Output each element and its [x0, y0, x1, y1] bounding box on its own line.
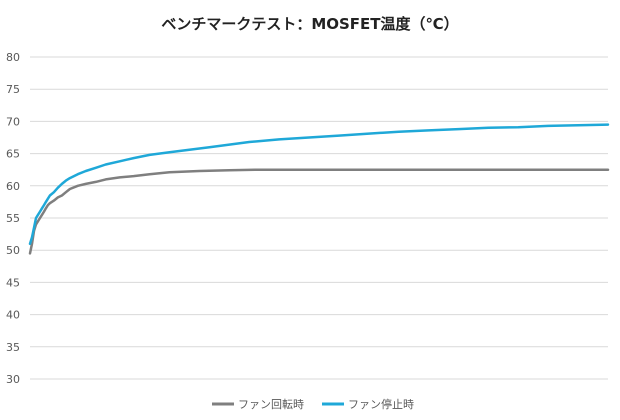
y-tick-label: 50 — [6, 244, 20, 257]
chart-title: ベンチマークテスト：MOSFET温度（℃） — [161, 15, 458, 33]
y-tick-label: 75 — [6, 83, 20, 96]
y-tick-label: 60 — [6, 180, 20, 193]
y-tick-label: 35 — [6, 341, 20, 354]
legend-label-1: ファン回転時 — [238, 398, 304, 411]
legend-label-2: ファン停止時 — [348, 397, 414, 411]
series-lines — [28, 123, 610, 255]
y-axis-tick-labels: 80 75 70 65 60 55 50 45 40 35 30 — [6, 51, 20, 386]
y-tick-label: 70 — [6, 115, 20, 128]
y-tick-label: 30 — [6, 373, 20, 386]
y-tick-label: 65 — [6, 148, 20, 161]
y-tick-label: 40 — [6, 309, 20, 322]
y-tick-label: 55 — [6, 212, 20, 225]
gridlines — [30, 56, 608, 380]
series-line-2 — [28, 123, 610, 246]
y-tick-label: 80 — [6, 51, 20, 64]
series-line-1 — [28, 168, 610, 255]
legend: ファン回転時 ファン停止時 — [212, 397, 414, 411]
y-tick-label: 45 — [6, 276, 20, 289]
